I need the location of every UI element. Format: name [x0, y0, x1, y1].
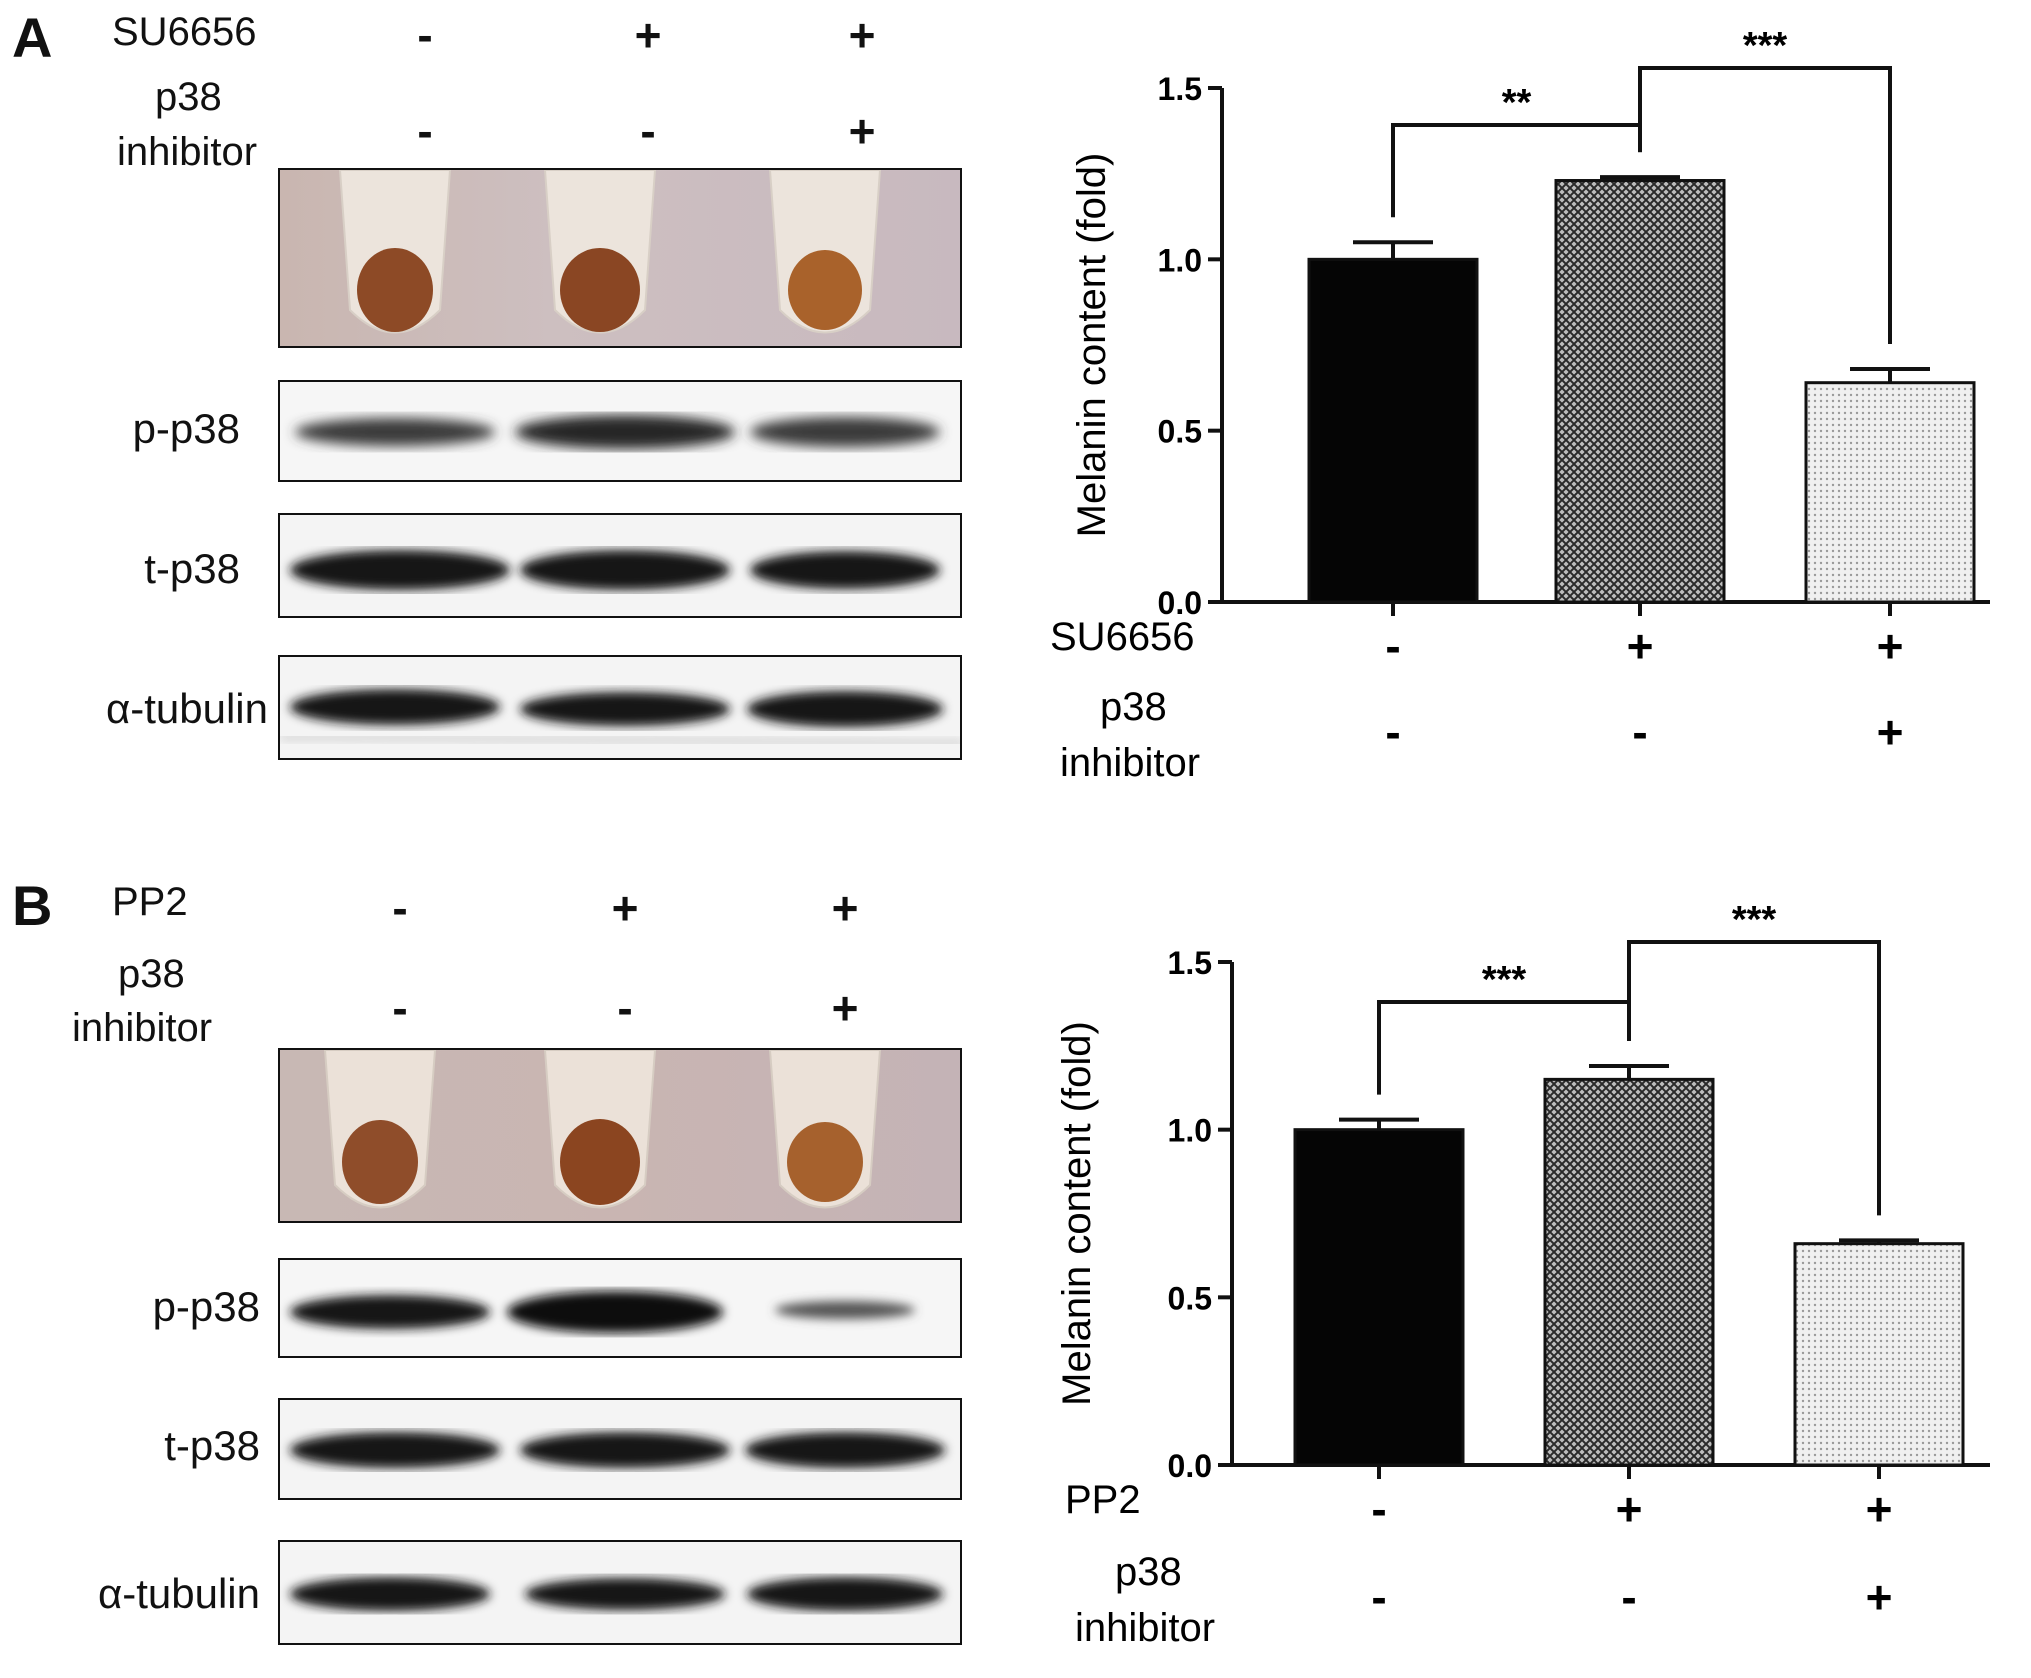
panel-a-treatment-sign-3: +	[848, 9, 876, 61]
panel-b-blot-label-pp38: p-p38	[152, 1283, 260, 1330]
panel-b-inhibitor-sign-1: -	[392, 982, 408, 1034]
chart-b-x-row2-sign-0: -	[1371, 1571, 1386, 1623]
panel-b-blot-tp38	[278, 1398, 962, 1500]
chart-a-x-row2-sign-1: -	[1632, 706, 1647, 758]
chart-b-significance-bracket-1	[1627, 940, 1881, 1216]
panel-a-pp38-bands	[295, 415, 940, 449]
panel-b-tubulin-bands	[290, 1577, 943, 1611]
chart-b-x-row2-sign-1: -	[1621, 1571, 1636, 1623]
panel-a-inhibitor-sign-3: +	[848, 105, 876, 157]
panel-a-blot-tp38	[278, 513, 962, 618]
panel-letter-a: A	[12, 6, 53, 69]
panel-a-blot-tubulin	[278, 655, 962, 760]
panel-b-tubes-illustration	[323, 1050, 882, 1209]
chart-b-y-tick-label-1: 0.5	[1168, 1280, 1212, 1316]
chart-a-x-row2-sign-0: -	[1385, 706, 1400, 758]
panel-a-blot-label-pp38: p-p38	[132, 405, 240, 452]
panel-b-treatment-label: PP2	[112, 880, 188, 924]
panel-b-pellet-photo	[278, 1048, 962, 1223]
chart-b-significance-label-0: ***	[1482, 959, 1527, 1001]
chart-b-y-axis-label: Melanin content (fold)	[1055, 1021, 1099, 1406]
panel-b-inhibitor-sign-3: +	[831, 982, 859, 1034]
panel-b-treatment-sign-2: +	[611, 882, 639, 934]
panel-b-inhibitor-sign-2: -	[617, 982, 633, 1034]
chart-b-y-tick-label-0: 0.0	[1168, 1448, 1212, 1484]
panel-a-pellet-photo	[278, 168, 962, 348]
chart-b-y-tick-label-3: 1.5	[1168, 945, 1212, 981]
panel-a-treatment-sign-1: -	[417, 9, 433, 61]
panel-a-blot-pp38	[278, 380, 962, 482]
chart-a-significance-label-0: **	[1502, 82, 1532, 124]
panel-b-pp38-bands	[290, 1291, 915, 1333]
panel-a-inhibitor-sign-2: -	[640, 105, 656, 157]
panel-b-blot-tubulin	[278, 1540, 962, 1645]
chart-a-bar-2	[1804, 381, 1976, 604]
chart-b-bar-2	[1793, 1242, 1965, 1467]
chart-a-y-tick-label-0: 0.0	[1158, 585, 1202, 621]
chart-b-significance-label-1: ***	[1732, 899, 1777, 941]
chart-a-x-row1-label: SU6656	[1050, 615, 1195, 659]
chart-b-x-row1-sign-2: +	[1866, 1483, 1893, 1535]
chart-b-x-row1-sign-1: +	[1616, 1483, 1643, 1535]
panel-b-treatment-sign-3: +	[831, 882, 859, 934]
panel-a-tubulin-bands	[280, 689, 960, 744]
chart-b-x-row1-sign-0: -	[1371, 1483, 1386, 1535]
melanin-chart-b: 0.0 0.5 1.0 1.5 Melanin content (fold) *** ***…	[1055, 899, 1990, 1650]
chart-b-y-tick-label-2: 1.0	[1168, 1113, 1212, 1149]
chart-a-bar-0	[1307, 257, 1479, 604]
chart-a-x-row2-label-line1: p38	[1100, 685, 1167, 729]
chart-b-x-row2-label-line2: inhibitor	[1075, 1606, 1215, 1650]
panel-a-treatment-label: SU6656	[112, 10, 257, 54]
panel-a-blot-label-tp38: t-p38	[144, 545, 240, 592]
chart-a-x-row2-label-line2: inhibitor	[1060, 741, 1200, 785]
chart-b-x-row2-sign-2: +	[1866, 1571, 1893, 1623]
chart-b-bar-0	[1293, 1128, 1465, 1467]
panel-b-blot-label-tp38: t-p38	[164, 1422, 260, 1469]
panel-b-inhibitor-label-line2: inhibitor	[72, 1006, 213, 1050]
panel-b-tp38-bands	[290, 1432, 945, 1468]
panel-b-blot-label-tubulin: α-tubulin	[97, 1570, 260, 1617]
chart-a-x-row2-sign-2: +	[1877, 706, 1904, 758]
chart-a-bar-1	[1554, 179, 1726, 604]
chart-a-significance-label-1: ***	[1743, 25, 1788, 67]
chart-a-x-row1-sign-1: +	[1627, 620, 1654, 672]
panel-b-blot-pp38	[278, 1258, 962, 1358]
panel-a-tp38-bands	[290, 550, 940, 590]
chart-a-x-row1-sign-2: +	[1877, 620, 1904, 672]
panel-a-tubes-illustration	[338, 170, 882, 334]
panel-a-inhibitor-sign-1: -	[417, 105, 433, 157]
chart-a-y-tick-label-1: 0.5	[1158, 414, 1202, 450]
chart-a-y-tick-label-2: 1.0	[1158, 242, 1202, 278]
chart-b-x-row1-label: PP2	[1065, 1478, 1141, 1522]
chart-a-y-tick-label-3: 1.5	[1158, 71, 1202, 107]
panel-a-treatment-sign-2: +	[634, 9, 662, 61]
chart-a-x-row1-sign-0: -	[1385, 620, 1400, 672]
panel-b-treatment-sign-1: -	[392, 882, 408, 934]
panel-b-inhibitor-label-line1: p38	[118, 952, 185, 996]
panel-a-inhibitor-label-line2: inhibitor	[117, 130, 258, 174]
panel-letter-b: B	[12, 874, 53, 937]
chart-b-x-row2-label-line1: p38	[1115, 1550, 1182, 1594]
chart-b-bar-1	[1543, 1077, 1715, 1467]
panel-a-inhibitor-label-line1: p38	[155, 75, 222, 119]
chart-a-y-axis-label: Melanin content (fold)	[1070, 153, 1114, 538]
panel-a-blot-label-tubulin: α-tubulin	[105, 685, 268, 732]
chart-b-plot: 0.0 0.5 1.0 1.5 Melanin content (fold) *** ***…	[1055, 899, 1990, 1650]
chart-a-significance-bracket-1	[1638, 66, 1892, 344]
